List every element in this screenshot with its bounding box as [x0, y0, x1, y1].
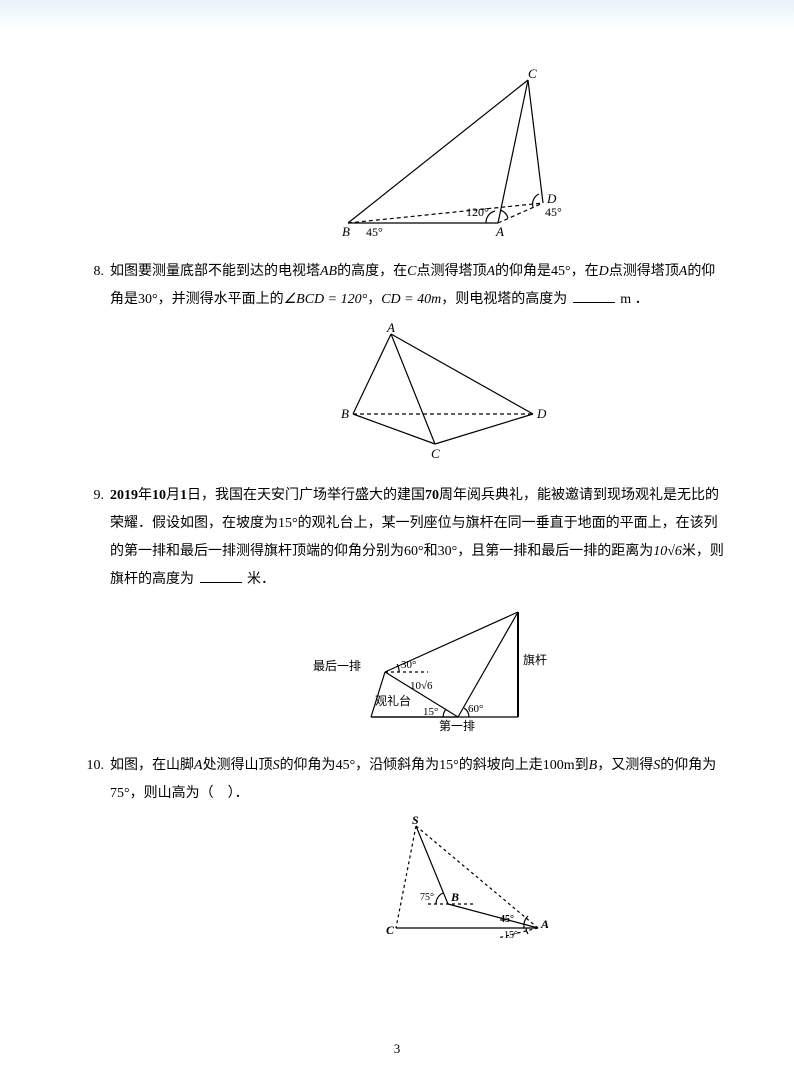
- fig7-label-B: B: [342, 224, 350, 238]
- fig9-30: 30°: [401, 659, 416, 671]
- problem-8-number: 8.: [82, 258, 110, 314]
- p10-t4: 的斜坡向上走: [459, 758, 543, 773]
- p8-45: 45°: [551, 264, 571, 279]
- p9-70: 70: [425, 488, 439, 503]
- fig9-first: 第一排: [439, 719, 475, 732]
- p8-cd: CD = 40m: [381, 292, 441, 307]
- figure-8-row: A B C D: [82, 322, 724, 462]
- p10-t2: 的仰角为: [280, 758, 336, 773]
- p8-t10: m ．: [617, 292, 649, 307]
- p8-A: A: [486, 264, 495, 279]
- problem-9-text: 2019年10月1日，我国在天安门广场举行盛大的建国70周年阅兵典礼，能被邀请到…: [110, 482, 724, 594]
- p8-t7: ，并测得水平面上的: [158, 292, 284, 307]
- fig9-plat: 观礼台: [375, 693, 411, 708]
- problem-9: 9. 2019年10月1日，我国在天安门广场举行盛大的建国70周年阅兵典礼，能被…: [82, 482, 724, 594]
- p9-t10: ，且第一排和最后一排的距离为: [457, 544, 653, 559]
- p8-D: D: [599, 264, 609, 279]
- problem-10-text: 如图，在山脚A处测得山顶S的仰角为45°，沿倾斜角为15°的斜坡向上走100m到…: [110, 752, 724, 808]
- fig7-ang120: 120°: [466, 205, 489, 219]
- p8-t3: 的仰角是: [495, 264, 551, 279]
- p8-bcd: ∠BCD = 120°: [284, 292, 368, 307]
- fig7-ang45-1: 45°: [366, 225, 383, 238]
- p9-30: 30°: [438, 544, 458, 559]
- fig7-ang45-2: 45°: [545, 205, 562, 219]
- figure-10: S B A C 75° 45° 15°: [378, 816, 558, 946]
- p9-blank: [200, 569, 242, 583]
- p9-d: 1: [180, 488, 187, 503]
- p8-t0: 如图要测量底部不能到达的电视塔: [110, 264, 320, 279]
- p10-75: 75°: [110, 786, 130, 801]
- p10-B: B: [589, 758, 598, 773]
- fig8-A: A: [386, 322, 395, 335]
- p8-t2: 点测得塔顶: [416, 264, 486, 279]
- figure-7: B A C D 45° 120° 45°: [328, 68, 568, 238]
- fig8-B: B: [341, 406, 349, 421]
- fig7-label-C: C: [528, 68, 537, 81]
- p9-t9: 和: [424, 544, 438, 559]
- p8-blank: [573, 289, 615, 303]
- fig10-S: S: [412, 816, 419, 827]
- p10-t8: ，则山高为（ ）．: [130, 786, 249, 801]
- p9-dist: 10√6: [653, 544, 682, 559]
- fig9-15: 15°: [423, 706, 438, 718]
- fig10-45: 45°: [500, 914, 514, 925]
- p9-slope: 15°: [278, 516, 298, 531]
- page-number: 3: [0, 1041, 794, 1057]
- fig10-A: A: [540, 917, 549, 931]
- p9-t5: 日，我国在天安门广场举行盛大的建国: [187, 488, 425, 503]
- p10-t6: ，又测得: [597, 758, 653, 773]
- p9-y: 2019: [110, 488, 138, 503]
- fig9-60: 60°: [468, 703, 483, 715]
- p10-100: 100m: [543, 758, 575, 773]
- problem-8-text: 如图要测量底部不能到达的电视塔AB的高度，在C点测得塔顶A的仰角是45°，在D点…: [110, 258, 724, 314]
- problem-10-number: 10.: [82, 752, 110, 808]
- p9-t1: 年: [138, 488, 152, 503]
- fig10-B: B: [450, 890, 459, 904]
- p10-A: A: [194, 758, 203, 773]
- p9-m: 10: [152, 488, 166, 503]
- fig10-C: C: [386, 923, 395, 937]
- p9-t3: 月: [166, 488, 180, 503]
- p8-t5: 点测得塔顶: [609, 264, 679, 279]
- fig9-pole: 旗杆: [523, 652, 547, 667]
- p10-t0: 如图，在山脚: [110, 758, 194, 773]
- figure-10-row: S B A C 75° 45° 15°: [82, 816, 724, 946]
- page-content: B A C D 45° 120° 45° 8. 如图要测量底部不能到达的电视塔A…: [0, 30, 794, 946]
- fig8-D: D: [536, 406, 547, 421]
- p8-t4: ，在: [571, 264, 599, 279]
- p10-t1: 处测得山顶: [203, 758, 273, 773]
- figure-8: A B C D: [333, 322, 553, 462]
- problem-8: 8. 如图要测量底部不能到达的电视塔AB的高度，在C点测得塔顶A的仰角是45°，…: [82, 258, 724, 314]
- p10-15: 15°: [439, 758, 459, 773]
- p10-S: S: [273, 758, 280, 773]
- problem-10: 10. 如图，在山脚A处测得山顶S的仰角为45°，沿倾斜角为15°的斜坡向上走1…: [82, 752, 724, 808]
- p8-t9: ，则电视塔的高度为: [441, 292, 571, 307]
- fig7-label-D: D: [546, 191, 557, 206]
- p8-t1: 的高度，在: [337, 264, 407, 279]
- fig9-dist: 10√6: [410, 680, 433, 692]
- p8-t8: ，: [367, 292, 381, 307]
- figure-7-row: B A C D 45° 120° 45°: [82, 68, 724, 238]
- p10-t5: 到: [575, 758, 589, 773]
- p8-AB: AB: [320, 264, 337, 279]
- p10-45: 45°: [336, 758, 356, 773]
- p9-t12: 米．: [244, 572, 276, 587]
- p10-t7: 的仰角为: [660, 758, 716, 773]
- p9-60: 60°: [404, 544, 424, 559]
- figure-9: 最后一排 第一排 观礼台 旗杆 30° 15° 60° 10√6: [313, 602, 553, 732]
- figure-9-row: 最后一排 第一排 观礼台 旗杆 30° 15° 60° 10√6: [82, 602, 724, 732]
- fig10-75: 75°: [420, 892, 434, 903]
- p10-t3: ，沿倾斜角为: [355, 758, 439, 773]
- fig10-15: 15°: [504, 930, 518, 941]
- problem-9-number: 9.: [82, 482, 110, 594]
- header-band: [0, 0, 794, 30]
- fig9-last: 最后一排: [313, 659, 361, 673]
- fig7-label-A: A: [495, 224, 504, 238]
- p8-30: 30°: [138, 292, 158, 307]
- fig8-C: C: [431, 446, 440, 461]
